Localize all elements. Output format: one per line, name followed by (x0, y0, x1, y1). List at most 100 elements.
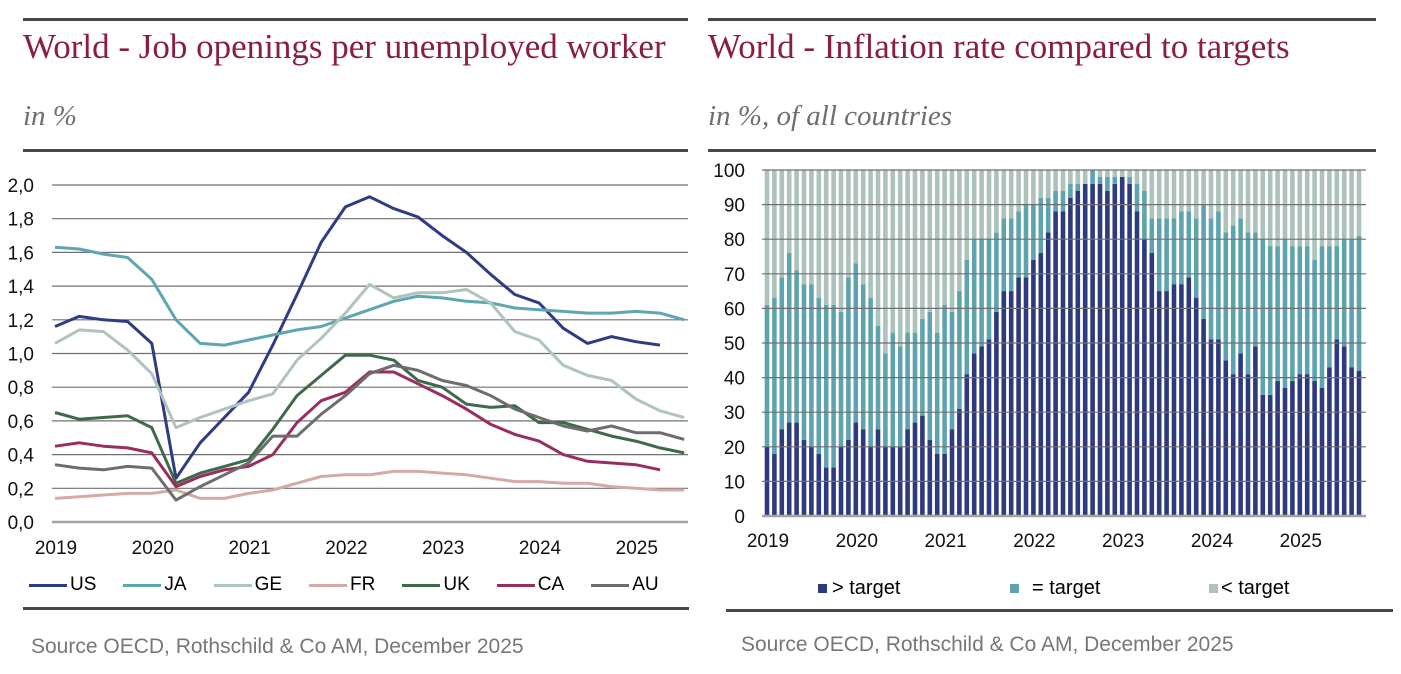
legend-label: UK (443, 574, 470, 595)
x-tick-label: 2022 (1013, 531, 1055, 552)
y-tick-label: 0,6 (8, 412, 34, 433)
bar-segment-above-target (1134, 211, 1140, 516)
bar-segment-at-target (1245, 232, 1251, 375)
bar-segment-below-target (1038, 170, 1044, 198)
bar-segment-below-target (772, 170, 777, 299)
bar-segment-at-target (897, 346, 903, 447)
bar-stack (1193, 170, 1199, 516)
legend-item-fr: FR (309, 573, 375, 597)
bar-stack (927, 170, 933, 516)
bar-stack (1112, 170, 1118, 516)
y-tick-label: 40 (724, 369, 745, 390)
y-tick-label: 30 (724, 403, 745, 424)
job-openings-line-chart: 0,0 0,2 0,4 0,6 0,8 1,0 1,2 1,4 1,6 1,8 2,0 2019 202… (8, 176, 688, 559)
bar-segment-above-target (1267, 394, 1273, 516)
bar-segment-below-target (964, 170, 970, 260)
bar-stack (772, 170, 777, 516)
bar-segment-above-target (964, 374, 970, 516)
bar-segment-below-target (1201, 170, 1206, 205)
bar-segment-above-target (1008, 291, 1014, 516)
bar-segment-at-target (1356, 235, 1362, 371)
legend-label: US (70, 574, 97, 595)
bar-stack (1164, 170, 1169, 516)
bar-segment-below-target (1334, 170, 1340, 247)
bar-segment-below-target (905, 170, 910, 333)
legend-line-icon (29, 583, 67, 587)
bar-segment-above-target (1038, 253, 1044, 517)
bar-stack (1008, 170, 1014, 516)
bar-stack (1082, 170, 1088, 516)
bar-segment-at-target (1045, 197, 1051, 233)
legend-square-icon (1209, 583, 1218, 593)
bar-segment-below-target (860, 170, 866, 285)
bar-segment-above-target (1230, 374, 1236, 516)
bar-segment-below-target (831, 170, 836, 305)
bar-stack (1253, 170, 1258, 516)
bar-segment-at-target (986, 239, 992, 340)
bar-stack (1267, 170, 1273, 516)
bar-segment-at-target (1253, 232, 1258, 347)
series-line-us (54, 195, 661, 480)
bar-stack (994, 170, 999, 516)
bar-segment-at-target (1075, 183, 1081, 191)
bar-segment-above-target (1216, 339, 1221, 516)
bar-stack (957, 170, 962, 516)
bar-segment-above-target (905, 429, 910, 516)
bar-segment-at-target (1031, 204, 1036, 260)
bar-segment-at-target (1023, 204, 1029, 278)
bar-stack (1031, 170, 1036, 516)
bar-segment-above-target (942, 453, 947, 516)
x-tick-label: 2025 (616, 538, 658, 559)
bar-segment-above-target (979, 346, 984, 516)
bar-segment-at-target (809, 284, 814, 447)
bar-segment-above-target (846, 439, 851, 516)
chart-title: World - Inflation rate compared to targe… (708, 27, 1290, 66)
bar-segment-at-target (1319, 246, 1325, 388)
legend-square-icon (1010, 583, 1019, 593)
bar-segment-at-target (1334, 246, 1340, 340)
series-line-au (54, 363, 685, 502)
bar-segment-above-target (912, 422, 918, 516)
x-tick-label: 2022 (325, 538, 367, 559)
bar-segment-at-target (1008, 218, 1014, 292)
header-divider (23, 149, 688, 152)
bar-segment-at-target (1267, 246, 1273, 395)
bar-stack (786, 170, 792, 516)
bar-segment-above-target (971, 353, 977, 516)
bar-stack (1230, 170, 1236, 516)
bar-stack (846, 170, 851, 516)
top-divider (708, 18, 1376, 21)
bar-stack (1334, 170, 1340, 516)
bar-stack (1179, 170, 1184, 516)
bar-stack (905, 170, 910, 516)
bar-segment-below-target (1164, 170, 1169, 219)
legend-label: < target (1221, 577, 1290, 599)
y-tick-label: 1,0 (8, 345, 34, 366)
bar-segment-above-target (1319, 387, 1325, 516)
bar-stack (1060, 170, 1066, 516)
bar-segment-above-target (1016, 277, 1021, 516)
bar-segment-above-target (949, 429, 955, 516)
bar-segment-below-target (838, 170, 844, 312)
legend-item-at-target: = target (1010, 576, 1100, 600)
bar-segment-above-target (1090, 183, 1095, 516)
bar-stack (831, 170, 836, 516)
bar-stack (1238, 170, 1243, 516)
x-tick-label: 2021 (924, 531, 966, 552)
x-tick-label: 2019 (35, 538, 77, 559)
bar-segment-at-target (1275, 246, 1280, 382)
bar-segment-above-target (1156, 291, 1162, 516)
bar-segment-above-target (1023, 277, 1029, 516)
bar-stack (860, 170, 866, 516)
bar-segment-above-target (1356, 370, 1362, 516)
bar-segment-above-target (831, 467, 836, 516)
bar-segment-above-target (1304, 374, 1310, 516)
series-line-ca (54, 370, 661, 489)
bar-stack (1001, 170, 1007, 516)
bar-segment-above-target (1297, 374, 1303, 516)
bar-stack (1208, 170, 1214, 516)
legend-line-icon (309, 583, 348, 587)
bar-stack (1304, 170, 1310, 516)
bar-segment-at-target (823, 304, 829, 468)
bar-segment-below-target (853, 170, 859, 264)
